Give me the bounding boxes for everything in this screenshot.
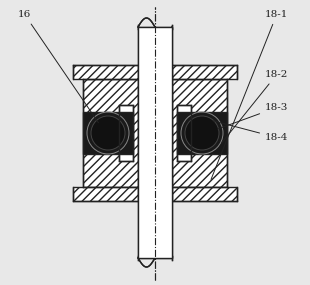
Circle shape [91, 116, 125, 150]
Text: 18-4: 18-4 [213, 121, 288, 142]
Polygon shape [172, 187, 237, 201]
Polygon shape [83, 112, 133, 154]
Polygon shape [172, 65, 237, 79]
Text: 18-1: 18-1 [211, 10, 288, 180]
Polygon shape [119, 105, 133, 161]
Polygon shape [172, 79, 227, 187]
Text: 18-3: 18-3 [218, 103, 288, 129]
Polygon shape [138, 27, 172, 258]
Text: 16: 16 [18, 10, 99, 123]
Polygon shape [138, 27, 172, 258]
Polygon shape [83, 79, 138, 187]
Polygon shape [177, 112, 227, 154]
Polygon shape [73, 187, 138, 201]
Polygon shape [73, 65, 138, 79]
Polygon shape [177, 105, 191, 161]
Circle shape [185, 116, 219, 150]
Text: 18-2: 18-2 [222, 70, 288, 143]
